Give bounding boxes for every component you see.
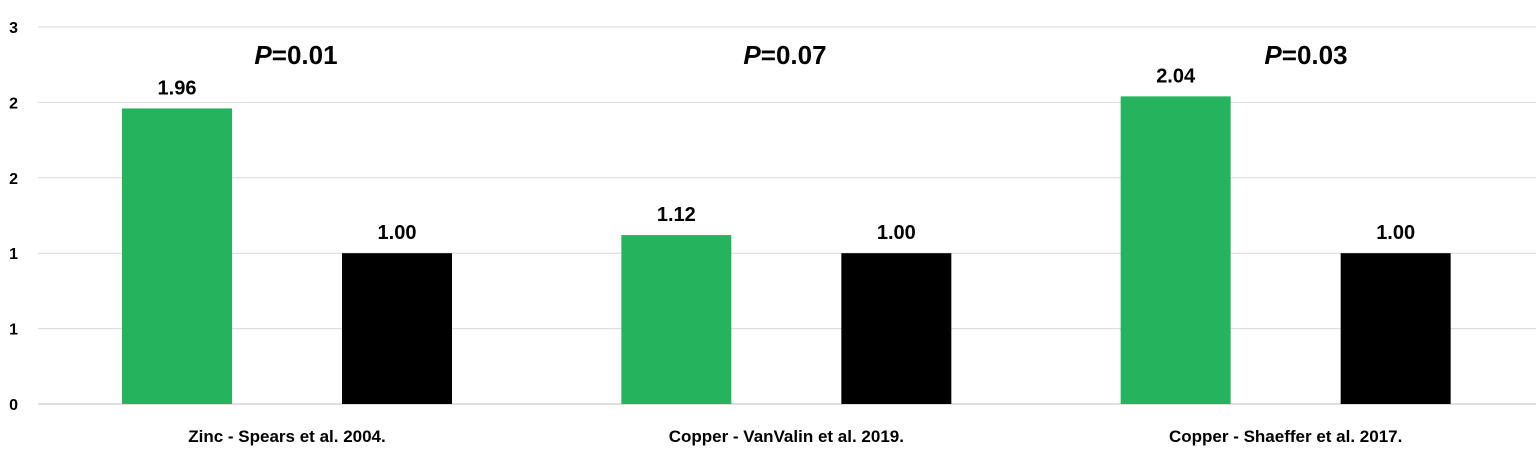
p-value-number: =0.01: [272, 40, 338, 70]
y-tick-label: 1: [9, 322, 18, 339]
bar-series-2: [1340, 253, 1451, 404]
data-label: 1.00: [877, 222, 916, 244]
bar-series-1: [621, 235, 732, 404]
data-label: 1.00: [378, 222, 417, 244]
x-category-label: Copper - Shaeffer et al. 2017.: [1169, 427, 1402, 446]
p-value-number: =0.07: [761, 40, 827, 70]
p-value-annotation: P=0.07: [743, 40, 826, 70]
p-value-number: =0.03: [1282, 40, 1348, 70]
p-value-prefix: P: [743, 40, 761, 70]
p-value-annotation: P=0.03: [1264, 40, 1347, 70]
data-label: 2.04: [1156, 65, 1196, 87]
data-label: 1.96: [158, 77, 197, 99]
data-label: 1.12: [657, 204, 696, 226]
bar-series-1: [122, 108, 232, 404]
p-value-prefix: P: [1264, 40, 1282, 70]
bar-series-2: [342, 253, 452, 404]
y-tick-label: 3: [9, 20, 18, 37]
x-category-label: Copper - VanValin et al. 2019.: [669, 427, 904, 446]
x-category-label: Zinc - Spears et al. 2004.: [188, 427, 385, 446]
y-tick-label: 1: [9, 246, 18, 263]
bar-series-2: [841, 253, 952, 404]
p-value-prefix: P: [254, 40, 272, 70]
bar-series-1: [1120, 96, 1231, 405]
p-value-annotation: P=0.01: [254, 40, 337, 70]
data-label: 1.00: [1376, 222, 1415, 244]
y-tick-label: 0: [9, 397, 18, 414]
y-tick-label: 2: [9, 171, 18, 188]
y-tick-label: 2: [9, 95, 18, 112]
